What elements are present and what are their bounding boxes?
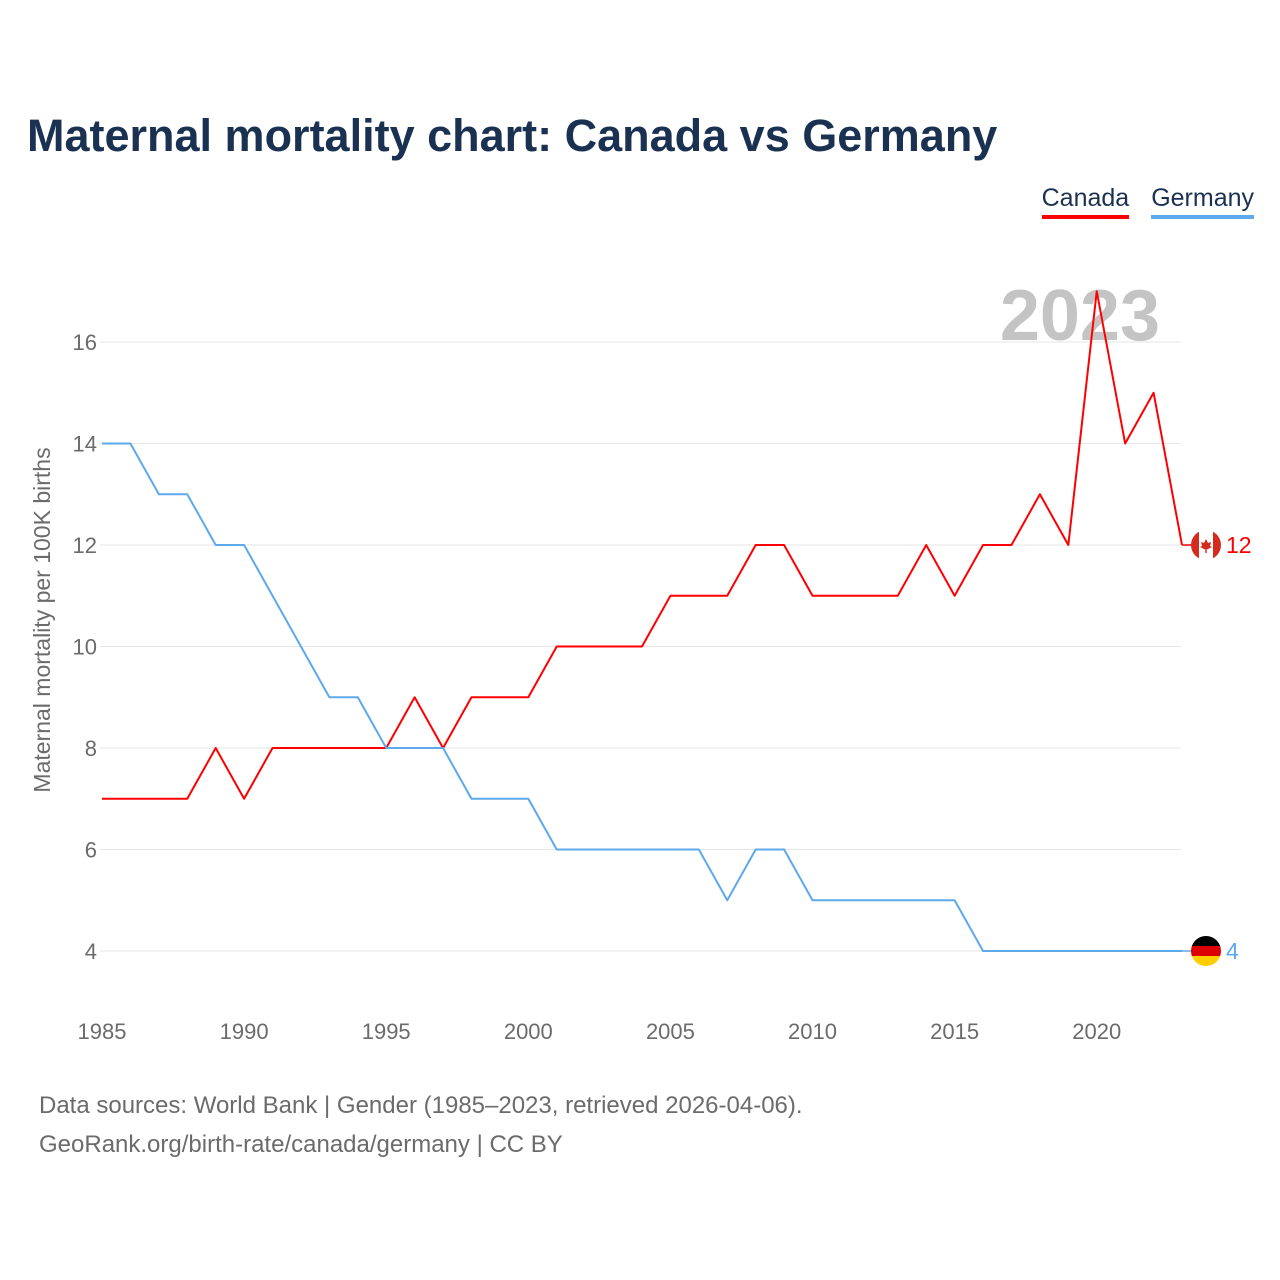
y-tick-label: 10 — [73, 635, 97, 660]
x-tick-label: 2015 — [930, 1019, 979, 1044]
x-tick-label: 2005 — [646, 1019, 695, 1044]
chart-title: Maternal mortality chart: Canada vs Germ… — [27, 110, 998, 161]
x-tick-label: 1995 — [362, 1019, 411, 1044]
x-tick-label: 2000 — [504, 1019, 553, 1044]
legend: Canada Germany — [1041, 184, 1254, 219]
legend-germany[interactable]: Germany — [1151, 184, 1254, 219]
y-tick-label: 14 — [73, 432, 97, 457]
x-tick-label: 2020 — [1072, 1019, 1121, 1044]
year-watermark: 2023 — [1000, 276, 1160, 356]
y-tick-label: 8 — [85, 736, 97, 761]
footer: Data sources: World Bank | Gender (1985–… — [39, 1086, 803, 1164]
data-source: Data sources: World Bank | Gender (1985–… — [39, 1092, 803, 1119]
source-link[interactable]: GeoRank.org/birth-rate/canada/germany | … — [39, 1131, 563, 1158]
x-tick-label: 1985 — [78, 1019, 127, 1044]
x-tick-label: 1990 — [220, 1019, 269, 1044]
legend-canada[interactable]: Canada — [1041, 184, 1130, 219]
canada-flag-icon — [1191, 530, 1221, 560]
germany-flag-icon — [1191, 936, 1221, 966]
y-tick-label: 6 — [85, 838, 97, 863]
series-line-germany — [102, 442, 1182, 952]
y-axis-label: Maternal mortality per 100K births — [29, 447, 55, 792]
y-tick-label: 16 — [73, 330, 97, 355]
x-tick-label: 2010 — [788, 1019, 837, 1044]
y-tick-label: 12 — [73, 533, 97, 558]
end-value-label: 4 — [1226, 938, 1239, 964]
end-value-label: 12 — [1226, 532, 1252, 558]
series-line-canada — [102, 290, 1183, 800]
y-tick-label: 4 — [85, 939, 97, 964]
